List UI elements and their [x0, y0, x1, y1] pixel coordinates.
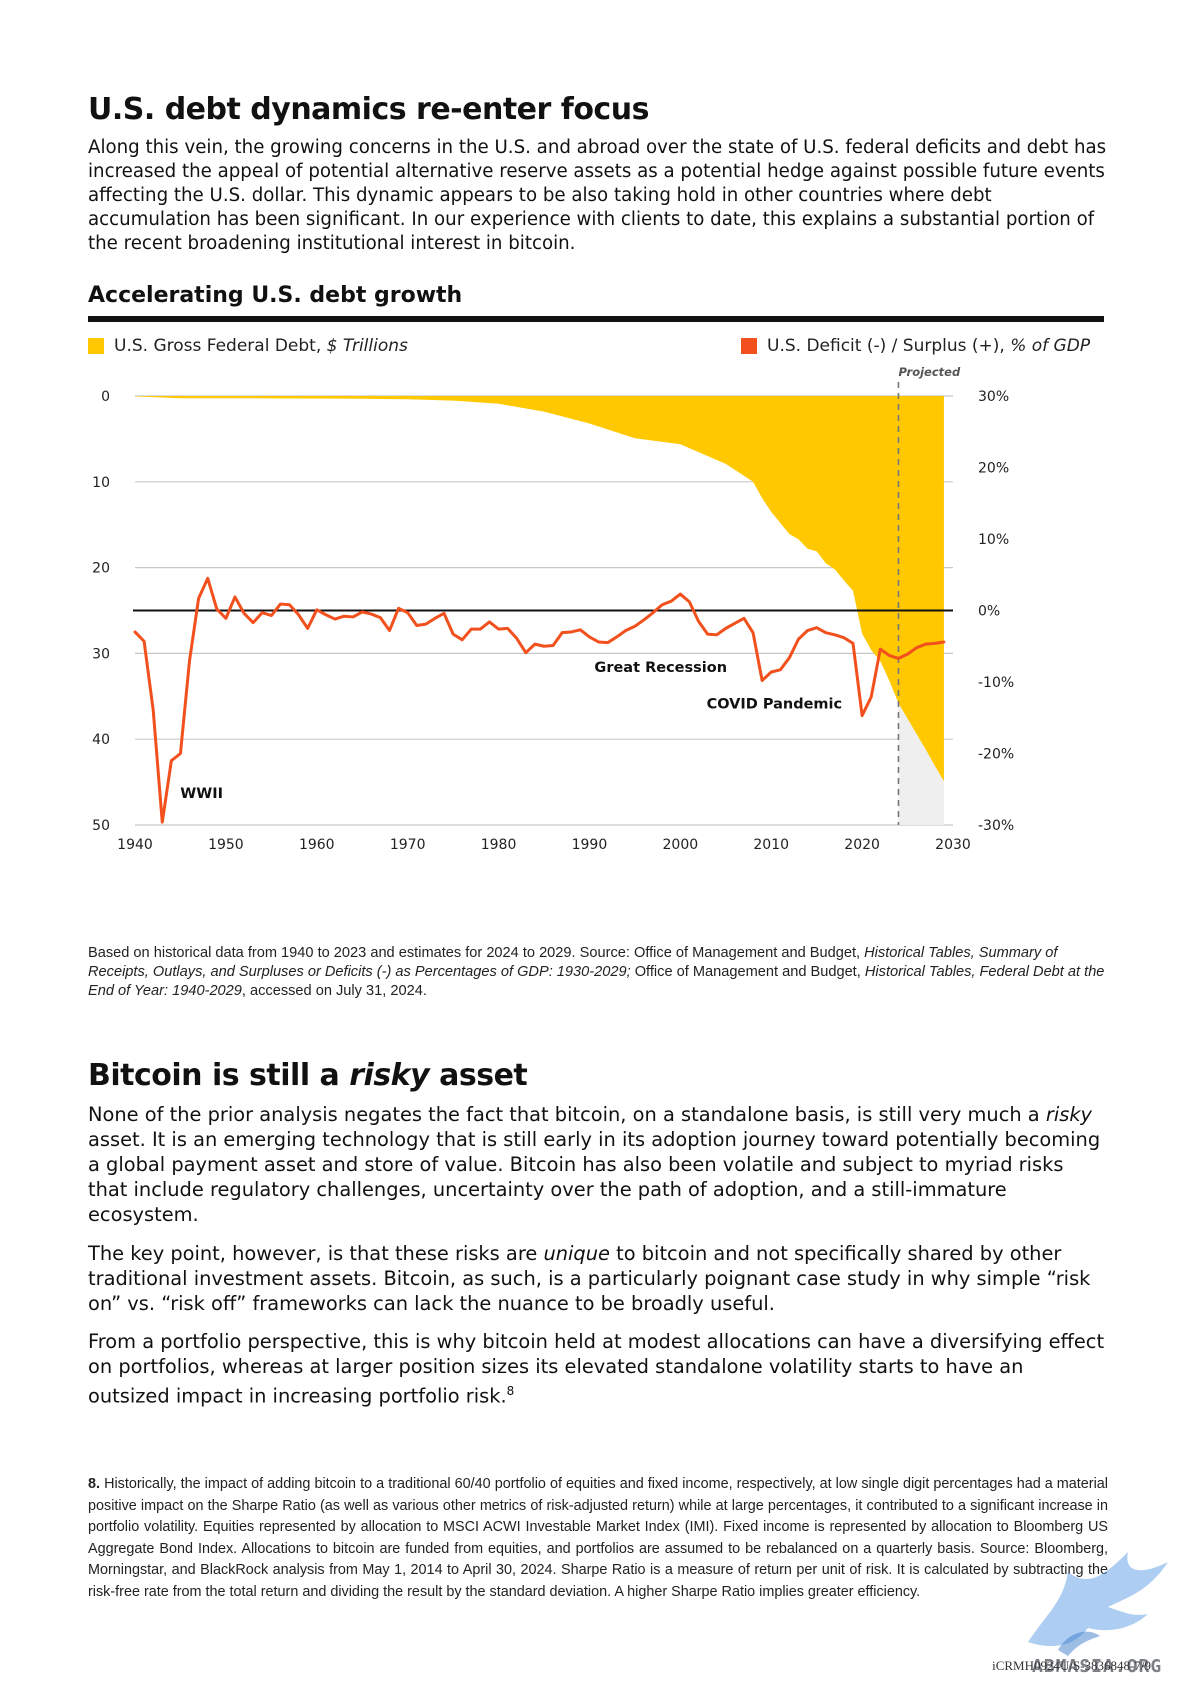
projected-region [898, 703, 944, 825]
projected-label: Projected [898, 365, 961, 379]
right-tick-label--20%: -20% [978, 747, 1014, 763]
footnote-ref-8: 8 [506, 1384, 515, 1398]
left-tick-label-10: 10 [92, 475, 110, 491]
left-tick-label-20: 20 [92, 561, 110, 577]
x-tick-label-2000: 2000 [663, 837, 699, 853]
chart-annotations: WWII Great Recession COVID Pandemic [180, 660, 842, 802]
footnote-8: 8. Historically, the impact of adding bi… [88, 1476, 1108, 1600]
debt-area [135, 396, 944, 782]
legend-deficit-label: U.S. Deficit (-) / Surplus (+), % of GDP [767, 336, 1091, 356]
debt-deficit-chart: Projected 0102030405030%20%10%0%-10%-20%… [92, 365, 1014, 853]
legend-debt: U.S. Gross Federal Debt, $ Trillions [88, 336, 408, 356]
right-tick-label--30%: -30% [978, 818, 1014, 834]
chart-projection: Projected [897, 365, 961, 825]
annotation-covid-pandemic: COVID Pandemic [707, 696, 843, 712]
left-tick-label-50: 50 [92, 818, 110, 834]
legend-debt-label: U.S. Gross Federal Debt, $ Trillions [114, 336, 408, 356]
right-tick-label--10%: -10% [978, 675, 1014, 691]
annotation-great-recession: Great Recession [594, 660, 727, 676]
right-tick-label-10%: 10% [978, 532, 1009, 548]
chart-title: Accelerating U.S. debt growth [88, 283, 463, 308]
right-tick-label-20%: 20% [978, 461, 1009, 477]
x-tick-label-1990: 1990 [572, 837, 608, 853]
x-tick-label-2020: 2020 [844, 837, 880, 853]
x-tick-label-1970: 1970 [390, 837, 426, 853]
x-tick-label-1940: 1940 [117, 837, 153, 853]
left-tick-label-30: 30 [92, 646, 110, 662]
document-code: iCRMH0924U/S-3836848-7/9 [992, 1658, 1151, 1673]
right-tick-label-0%: 0% [978, 604, 1000, 620]
section-body-debt-dynamics: Along this vein, the growing concerns in… [88, 137, 1107, 254]
deficit-line [133, 576, 946, 824]
chart-title-rule [88, 316, 1104, 322]
section-heading-bitcoin-risky: Bitcoin is still a risky asset [88, 1058, 528, 1093]
legend-deficit: U.S. Deficit (-) / Surplus (+), % of GDP [741, 336, 1090, 356]
section-heading-debt-dynamics: U.S. debt dynamics re-enter focus [88, 92, 649, 127]
watermark-text: ABMASIA.ORG [1032, 1656, 1163, 1677]
right-tick-label-30%: 30% [978, 389, 1009, 405]
chart-debt-area [135, 396, 944, 825]
chart-deficit-line [133, 576, 946, 824]
x-tick-label-2030: 2030 [935, 837, 971, 853]
chart-source-note: Based on historical data from 1940 to 20… [88, 945, 1105, 999]
paragraph-unique-risks: The key point, however, is that these ri… [88, 1242, 1091, 1315]
x-tick-label-1960: 1960 [299, 837, 335, 853]
x-tick-label-1950: 1950 [208, 837, 244, 853]
legend-deficit-swatch [741, 338, 757, 354]
paragraph-portfolio-perspective: From a portfolio perspective, this is wh… [88, 1330, 1105, 1408]
left-tick-label-0: 0 [101, 389, 110, 405]
left-tick-label-40: 40 [92, 732, 110, 748]
watermark-logo: ABMASIA.ORG [1008, 1532, 1178, 1677]
x-tick-label-1980: 1980 [481, 837, 517, 853]
legend-debt-swatch [88, 338, 104, 354]
x-tick-label-2010: 2010 [753, 837, 789, 853]
dragon-wing-icon [1028, 1552, 1168, 1656]
paragraph-risky-asset: None of the prior analysis negates the f… [88, 1103, 1101, 1226]
annotation-wwii: WWII [180, 786, 223, 802]
